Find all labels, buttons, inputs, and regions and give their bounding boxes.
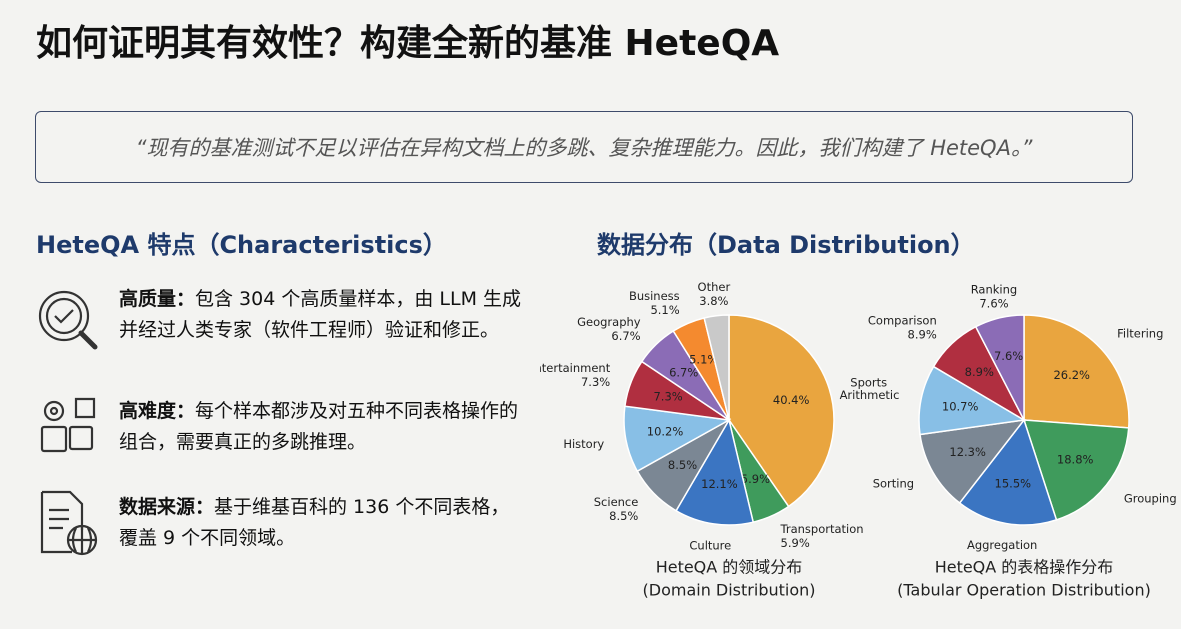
category-name: Entertainment	[540, 361, 611, 375]
category-label: Arithmetic	[840, 388, 900, 402]
value-label: 10.7%	[942, 400, 979, 414]
value-label: 12.3%	[949, 445, 986, 459]
value-label: 5.9%	[741, 472, 770, 486]
pie-slice	[1023, 314, 1130, 429]
category-value: 8.5%	[609, 508, 638, 522]
pie-slice	[958, 418, 1058, 526]
category-name: History	[563, 436, 604, 450]
quality-icon	[38, 290, 98, 350]
category-name: Arithmetic	[840, 388, 900, 402]
value-label: 26.2%	[1053, 368, 1090, 382]
category-name: Aggregation	[967, 538, 1037, 552]
value-label: 10.2%	[647, 425, 684, 439]
value-label: 18.8%	[1057, 453, 1094, 467]
label: 高难度：	[119, 400, 196, 422]
label: 高质量：	[119, 288, 196, 310]
pie-slice	[675, 418, 755, 526]
value-label: 8.5%	[668, 458, 697, 472]
puzzle-icon	[40, 397, 96, 453]
category-label: History	[563, 436, 604, 450]
category-value: 6.7%	[611, 328, 640, 342]
category-value: 7.3%	[581, 375, 610, 389]
value-label: 6.7%	[669, 366, 698, 380]
category-label: Business 5.1%	[629, 288, 680, 316]
section-heading: HeteQA 特点（Characteristics）	[36, 231, 447, 259]
text: 每个样本都涉及对五种不同表格操作的组合，需要真正的多跳推理。	[119, 400, 519, 453]
category-value: 3.8%	[699, 293, 728, 307]
category-label: Science 8.5%	[594, 494, 639, 522]
category-name: Sports	[850, 375, 887, 389]
category-label: Aggregation	[967, 538, 1037, 552]
quote: “现有的基准测试不足以评估在异构文档上的多跳、复杂推理能力。因此，我们构建了 H…	[35, 111, 1133, 183]
text: 包含 304 个高质量样本，由 LLM 生成并经过人类专家（软件工程师）验证和修…	[119, 288, 522, 341]
text: 基于维基百科的 136 个不同表格，覆盖 9 个不同领域。	[119, 496, 510, 549]
value-label: 12.1%	[701, 477, 738, 491]
pie-slice	[728, 314, 835, 508]
category-name: Ranking	[971, 282, 1018, 296]
category-label: Geography 6.7%	[577, 314, 641, 342]
category-label: Comparison 8.9%	[868, 313, 937, 341]
category-value: 7.6%	[979, 296, 1008, 310]
chart-subtitle: (Tabular Operation Distribution)	[897, 581, 1151, 600]
chart-title: HeteQA 的表格操作分布	[935, 558, 1114, 577]
chart-subtitle: (Domain Distribution)	[643, 581, 816, 600]
document-icon	[40, 490, 98, 556]
value-label: 8.9%	[965, 365, 994, 379]
pie-slice	[703, 314, 730, 421]
section-heading: 数据分布（Data Distribution）	[597, 231, 975, 259]
label: 数据来源：	[119, 496, 215, 518]
characteristic: 高难度：每个样本都涉及对五种不同表格操作的组合，需要真正的多跳推理。	[119, 396, 524, 458]
category-value: 8.9%	[908, 327, 937, 341]
category-label: Transportation 5.9%	[780, 522, 864, 550]
category-label: Culture	[689, 538, 731, 552]
pie-slice	[919, 419, 1026, 505]
pie-slice	[974, 314, 1025, 421]
characteristic: 数据来源：基于维基百科的 136 个不同表格，覆盖 9 个不同领域。	[119, 492, 524, 554]
value-label: 7.6%	[994, 349, 1023, 363]
category-name: Sorting	[873, 476, 914, 490]
value-label: 40.4%	[773, 393, 810, 407]
category-name: Filtering	[1117, 326, 1163, 340]
category-label: Filtering	[1117, 326, 1163, 340]
category-name: Culture	[689, 538, 731, 552]
category-name: Grouping	[1124, 491, 1177, 505]
category-label: Other 3.8%	[698, 279, 731, 307]
category-name: Business	[629, 288, 680, 302]
category-name: Comparison	[868, 313, 937, 327]
category-label: Grouping	[1124, 491, 1177, 505]
value-label: 7.3%	[653, 389, 682, 403]
category-label: Sports	[850, 375, 887, 389]
category-name: Science	[594, 494, 639, 508]
category-name: Other	[698, 279, 731, 293]
value-label: 5.1%	[689, 353, 718, 367]
chart-title: HeteQA 的领域分布	[656, 558, 803, 577]
category-label: Entertainment7.3%	[540, 361, 611, 389]
category-value: 5.1%	[650, 302, 679, 316]
category-value: 5.9%	[781, 536, 810, 550]
characteristic: 高质量：包含 304 个高质量样本，由 LLM 生成并经过人类专家（软件工程师）…	[119, 284, 524, 346]
pie-slice	[1022, 419, 1130, 521]
title: 如何证明其有效性？构建全新的基准 HeteQA	[36, 23, 780, 64]
value-label: 15.5%	[995, 477, 1032, 491]
category-name: Transportation	[780, 522, 864, 536]
category-label: Sorting	[873, 476, 914, 490]
category-name: Geography	[577, 314, 641, 328]
pie-slice	[918, 365, 1027, 436]
category-label: Ranking 7.6%	[971, 282, 1018, 310]
